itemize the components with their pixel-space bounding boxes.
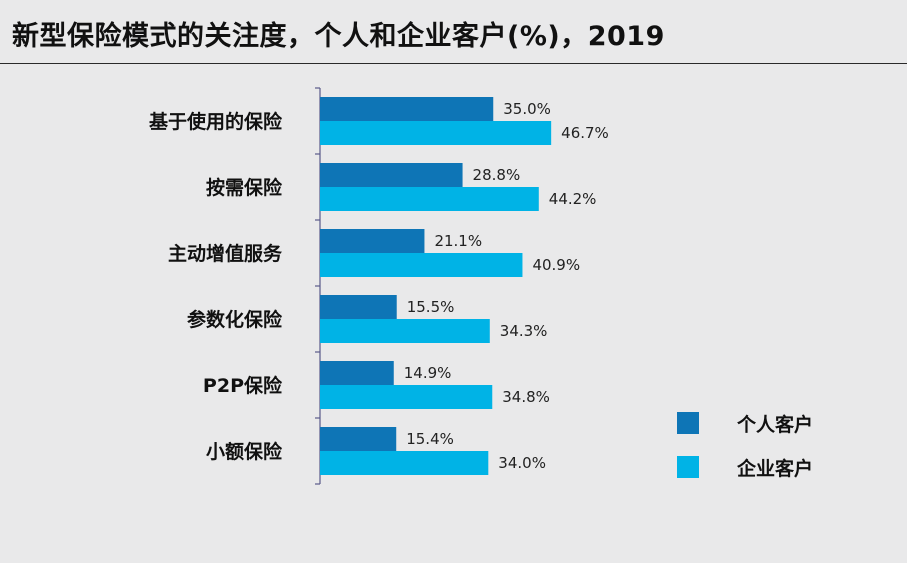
data-label: 21.1% [434,232,482,250]
bar-enterprise [320,451,489,475]
bar-individual [320,295,397,319]
data-label: 15.5% [407,298,455,316]
data-label: 40.9% [532,256,580,274]
data-label: 34.3% [500,322,548,340]
legend-swatch-enterprise [677,456,699,478]
data-label: 46.7% [561,124,609,142]
legend-swatch-individual [677,412,699,434]
bar-individual [320,361,394,385]
data-label: 35.0% [503,100,551,118]
category-label: 参数化保险 [187,308,283,331]
bar-individual [320,97,494,121]
bar-enterprise [320,319,490,343]
bar-enterprise [320,187,539,211]
bar-enterprise [320,385,493,409]
bar-individual [320,229,425,253]
legend-label: 企业客户 [736,457,813,480]
bar-enterprise [320,253,523,277]
category-label: 小额保险 [206,440,283,463]
axis-layer [315,87,321,485]
labels-layer: 基于使用的保险 35.0% 46.7% 按需保险 28.8% 44.2% 主动增值服务 21.… [148,100,609,472]
data-label: 14.9% [404,364,452,382]
bar-individual [320,427,397,451]
data-label: 34.0% [498,454,546,472]
category-label: 主动增值服务 [168,242,283,265]
bars-layer [320,97,552,475]
title-bar: 新型保险模式的关注度，个人和企业客户(%)，2019 [0,0,907,64]
bar-chart: 基于使用的保险 35.0% 46.7% 按需保险 28.8% 44.2% 主动增值服务 21.… [148,87,813,485]
data-label: 15.4% [406,430,454,448]
bar-enterprise [320,121,552,145]
legend-label: 个人客户 [736,413,813,436]
category-label: P2P保险 [203,374,283,397]
data-label: 28.8% [473,166,521,184]
data-label: 44.2% [549,190,597,208]
data-label: 34.8% [502,388,550,406]
bar-individual [320,163,463,187]
category-label: 按需保险 [206,176,283,199]
category-label: 基于使用的保险 [148,110,283,133]
page-title: 新型保险模式的关注度，个人和企业客户(%)，2019 [12,21,665,52]
